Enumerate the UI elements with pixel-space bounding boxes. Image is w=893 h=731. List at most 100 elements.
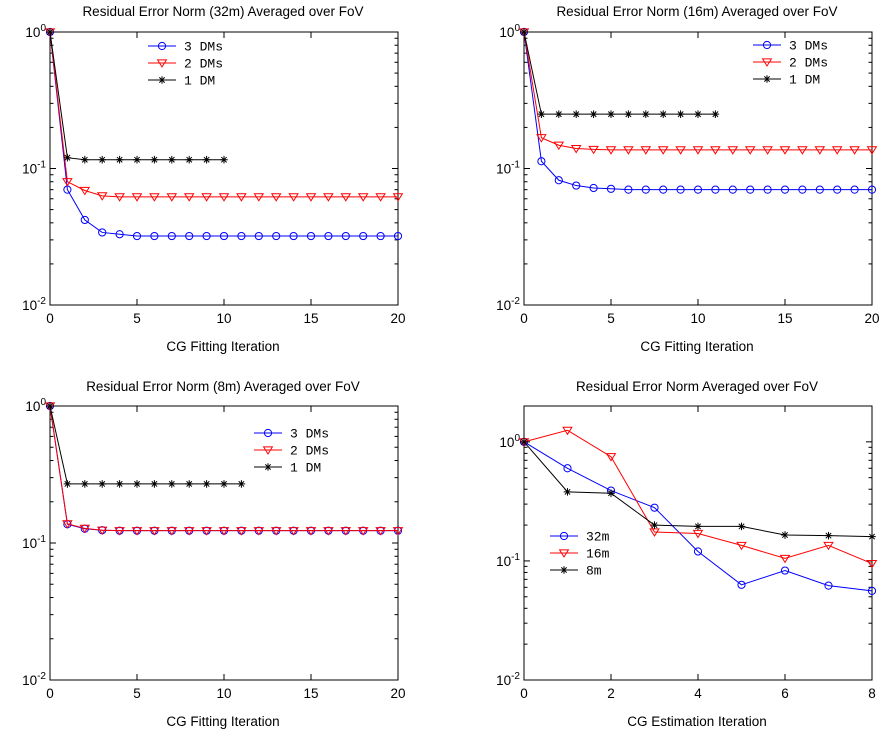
data-point [762, 40, 772, 50]
data-point [623, 146, 634, 155]
data-point [236, 527, 247, 536]
legend: 3 DMs 2 DMs 1 DM [148, 40, 223, 89]
x-tick-label: 15 [303, 311, 318, 326]
y-tick-label: 100 [25, 23, 46, 40]
data-point [762, 146, 773, 155]
data-point [183, 527, 195, 536]
data-point [824, 581, 833, 590]
series-line [523, 429, 873, 565]
data-point [589, 183, 598, 193]
legend-entry: 2 DMs [290, 444, 329, 459]
data-point [867, 185, 877, 194]
data-point [710, 146, 721, 155]
data-point [220, 155, 228, 164]
data-point [659, 110, 667, 118]
x-tick-label: 8 [868, 686, 876, 701]
legend-entry: 1 DM [184, 74, 215, 89]
data-point [693, 185, 703, 194]
data-point [305, 527, 317, 536]
data-point [219, 231, 229, 241]
data-point [814, 146, 826, 155]
data-point [237, 480, 246, 488]
data-point [306, 231, 316, 241]
x-tick-label: 4 [694, 686, 702, 701]
y-tick-label: 10-2 [22, 296, 46, 313]
data-point [185, 480, 193, 488]
data-point [289, 231, 298, 241]
data-point [693, 547, 703, 556]
x-tick-label: 0 [520, 311, 528, 326]
series-line [523, 31, 872, 191]
data-point [305, 193, 317, 202]
series-line [49, 31, 398, 237]
data-point [537, 110, 546, 118]
data-point [63, 153, 72, 162]
data-point [520, 438, 528, 446]
data-point [711, 185, 720, 194]
data-point [570, 144, 582, 154]
data-point [201, 527, 212, 536]
data-point [780, 185, 790, 194]
legend: 32m 16m 8m [550, 530, 610, 579]
x-tick-label: 2 [607, 686, 615, 701]
x-tick-label: 6 [781, 686, 789, 701]
series-2-dms [44, 28, 404, 202]
data-point [132, 231, 142, 241]
panel-32m: Residual Error Norm (32m) Averaged over … [22, 4, 405, 354]
data-point [562, 426, 573, 436]
legend-entry: 3 DMs [789, 39, 828, 54]
x-tick-label: 10 [690, 311, 705, 326]
x-tick-label: 5 [133, 311, 141, 326]
series-2-dms [44, 402, 404, 536]
data-point [711, 110, 720, 118]
data-point [572, 181, 581, 190]
data-point [262, 446, 274, 455]
data-point [692, 529, 704, 539]
data-point [866, 146, 878, 155]
x-axis-label: CG Fitting Iteration [166, 339, 279, 354]
data-point [867, 586, 877, 596]
plot-area [523, 405, 873, 681]
data-point [558, 549, 570, 558]
data-point [563, 488, 572, 496]
data-point [96, 526, 108, 536]
y-tick-label: 10-2 [496, 296, 520, 313]
data-point [692, 146, 704, 155]
y-tick-label: 10-2 [22, 671, 46, 688]
legend-entry: 1 DM [290, 461, 321, 476]
data-point [341, 231, 350, 241]
data-point [220, 480, 228, 488]
data-point [392, 527, 404, 536]
data-point [81, 155, 89, 164]
series-line [523, 31, 716, 115]
data-point [46, 28, 54, 36]
data-point [323, 193, 334, 202]
legend-entry: 2 DMs [789, 56, 828, 71]
data-point [98, 155, 106, 164]
panel-8m: Residual Error Norm (8m) Averaged over F… [22, 379, 405, 729]
x-axis-label: CG Fitting Iteration [166, 714, 279, 729]
data-point [657, 146, 669, 155]
x-axis-label: CG Fitting Iteration [640, 339, 753, 354]
legend-entry: 2 DMs [184, 57, 223, 72]
data-point [114, 193, 125, 202]
data-point [166, 193, 178, 202]
y-tick-label: 10-1 [22, 160, 46, 177]
data-point [736, 541, 747, 551]
series-line [523, 31, 872, 151]
data-point [727, 146, 739, 155]
y-tick-label: 10-1 [496, 160, 520, 177]
series-line [49, 405, 398, 532]
data-point [555, 110, 563, 118]
x-tick-label: 20 [390, 686, 405, 701]
data-point [150, 231, 159, 241]
data-point [115, 480, 124, 488]
series-line [523, 441, 873, 538]
x-tick-label: 15 [303, 686, 318, 701]
data-point [779, 554, 791, 564]
x-tick-label: 15 [777, 311, 792, 326]
data-point [62, 520, 73, 529]
data-point [202, 155, 211, 164]
data-point [167, 231, 176, 241]
legend-entry: 3 DMs [290, 427, 329, 442]
